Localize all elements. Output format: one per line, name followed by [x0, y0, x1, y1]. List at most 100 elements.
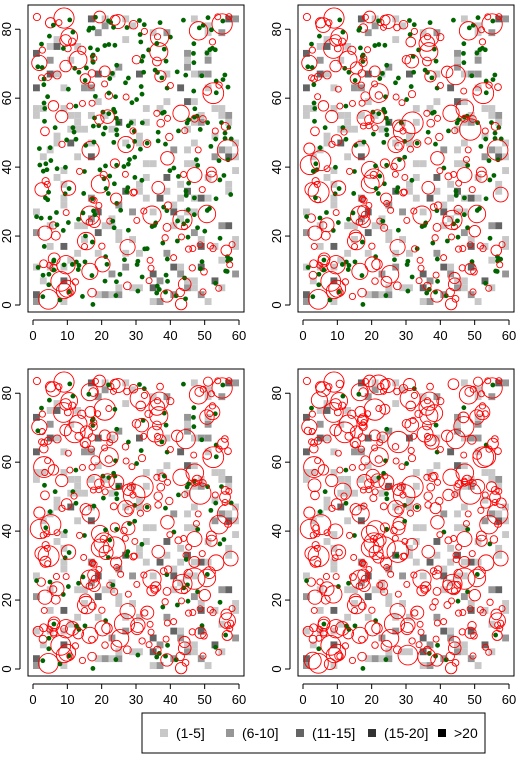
density-cell — [184, 420, 191, 428]
density-cell — [454, 63, 461, 71]
open-circle-point — [325, 473, 339, 488]
density-cell — [344, 407, 352, 414]
open-circle-point — [220, 121, 230, 131]
density-cell — [303, 229, 310, 237]
tree-point — [46, 189, 52, 195]
open-circle-point — [94, 256, 111, 273]
open-circle-point — [313, 530, 321, 538]
density-cell — [94, 572, 102, 580]
tree-point — [139, 91, 145, 97]
open-circle-point — [368, 242, 376, 250]
density-cell — [364, 434, 372, 442]
density-cell — [142, 194, 150, 202]
tree-point — [123, 80, 128, 86]
density-cell — [440, 201, 448, 209]
density-cell — [81, 125, 88, 133]
open-circle-point — [468, 224, 481, 238]
tree-point — [102, 43, 108, 48]
open-circle-point — [470, 631, 478, 640]
density-cell — [412, 482, 420, 490]
density-cell — [190, 524, 198, 532]
density-cell — [204, 662, 212, 669]
density-cell — [232, 15, 239, 23]
density-cell — [447, 579, 455, 587]
open-circle-point — [356, 110, 373, 126]
density-cell — [419, 29, 427, 37]
open-circle-point — [122, 93, 130, 101]
tree-point — [121, 164, 127, 169]
tree-point — [40, 294, 46, 300]
tree-point — [144, 504, 150, 510]
x-tick-label: 60 — [502, 692, 516, 707]
density-cell — [204, 386, 212, 394]
open-circle-point — [68, 401, 77, 410]
density-cell — [33, 111, 40, 119]
tree-point — [213, 280, 218, 286]
tree-point — [39, 405, 44, 411]
open-circle-point — [455, 463, 475, 483]
open-circle-point — [309, 443, 319, 454]
open-circle-point — [436, 397, 445, 406]
open-circle-point — [441, 429, 454, 443]
open-circle-point — [40, 514, 62, 536]
density-cell — [225, 482, 233, 490]
density-cell — [190, 641, 198, 649]
density-cell — [351, 125, 358, 133]
tree-point — [70, 125, 76, 131]
density-cell — [495, 475, 503, 483]
density-cell — [225, 187, 233, 195]
open-circle-point — [317, 464, 330, 476]
density-cell — [330, 201, 338, 209]
density-cell — [502, 600, 509, 607]
open-circle-point — [81, 440, 89, 449]
tree-point — [461, 212, 467, 218]
tree-point — [383, 657, 389, 662]
density-cell — [115, 655, 123, 663]
open-circle-point — [406, 509, 414, 517]
open-circle-point — [421, 544, 436, 559]
open-circle-point — [346, 531, 354, 539]
tree-point — [414, 140, 420, 146]
density-cell — [218, 393, 226, 401]
open-circle-point — [162, 635, 170, 643]
density-cell — [412, 469, 420, 476]
density-cell — [136, 187, 143, 195]
open-circle-point — [330, 180, 347, 196]
open-circle-point — [200, 631, 208, 640]
legend-label-3: (11-15] — [312, 725, 355, 741]
tree-point — [321, 267, 327, 273]
tree-point — [195, 526, 201, 532]
tree-point — [118, 207, 124, 213]
density-cell — [433, 29, 441, 37]
open-circle-point — [87, 445, 95, 453]
density-cell — [129, 386, 136, 394]
density-cell — [122, 263, 130, 271]
density-cell — [440, 208, 448, 216]
density-cell — [323, 139, 331, 147]
open-circle-point — [333, 421, 356, 444]
tree-point — [433, 58, 439, 64]
density-cell — [184, 49, 191, 57]
tree-point — [155, 138, 161, 144]
density-cell — [67, 125, 75, 133]
tree-point — [461, 50, 466, 56]
open-circle-point — [180, 587, 188, 595]
open-circle-point — [436, 167, 444, 175]
tree-point — [171, 165, 177, 171]
density-cell — [406, 613, 413, 621]
tree-point — [41, 244, 47, 249]
density-cell — [190, 70, 198, 78]
open-circle-point — [489, 491, 501, 503]
density-cell — [177, 194, 185, 202]
tree-point — [66, 289, 72, 295]
open-circle-point — [316, 625, 324, 633]
density-cell — [142, 160, 150, 168]
density-cell — [101, 475, 109, 483]
tree-point — [346, 262, 352, 268]
density-cell — [481, 242, 489, 250]
density-cell — [60, 544, 68, 552]
density-cell — [149, 524, 157, 532]
density-cell — [364, 208, 372, 216]
y-tick-label: 60 — [0, 455, 14, 469]
